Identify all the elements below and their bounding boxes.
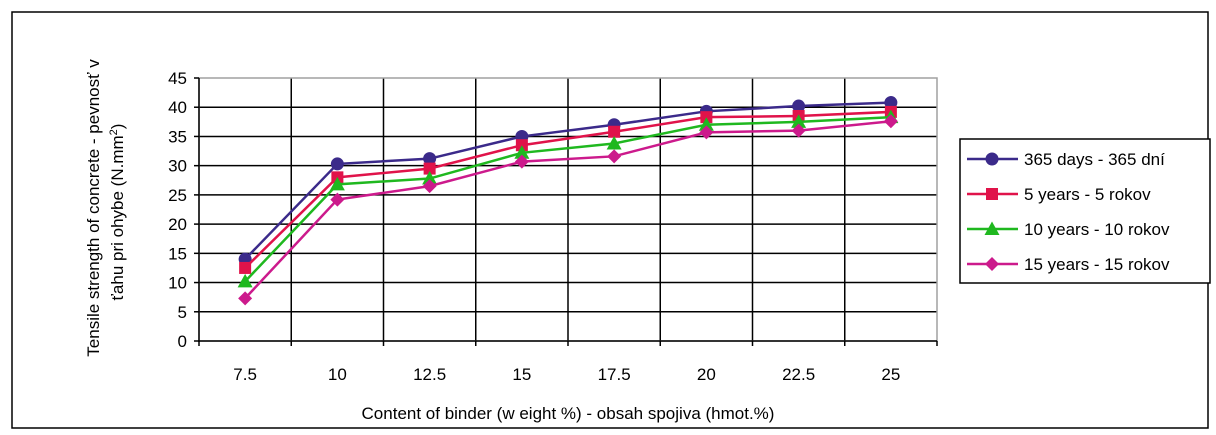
- legend-item: 365 days - 365 dní: [967, 150, 1165, 169]
- data-point: [514, 154, 529, 169]
- data-point: [791, 123, 806, 138]
- axes: 0 5 10 15 20 25 30 35 40 45 7.5 10 12.5 15 17.5 20 22.5 2…: [168, 69, 938, 384]
- legend-swatch-marker: [985, 257, 999, 271]
- x-tick-label: 12.5: [413, 365, 446, 384]
- y-axis-label-line-1: Tensile strength of concrete - pevnosť v: [84, 59, 103, 357]
- y-tick-label: 35: [168, 127, 187, 146]
- y-tick-label: 30: [168, 157, 187, 176]
- y-tick-label: 0: [178, 332, 187, 351]
- data-point: [514, 145, 530, 159]
- y-tick-label: 15: [168, 244, 187, 263]
- y-axis-label-main: ťahu pri ohybe (N.mm: [108, 135, 127, 300]
- x-tick-label: 25: [881, 365, 900, 384]
- y-tick-label: 20: [168, 215, 187, 234]
- x-axis-label: Content of binder (w eight %) - obsah sp…: [362, 404, 775, 423]
- y-axis-label-line-2: ťahu pri ohybe (N.mm2): [108, 124, 127, 301]
- data-point: [699, 125, 714, 140]
- series-2: [239, 105, 897, 274]
- data-point: [608, 125, 621, 138]
- legend-item: 10 years - 10 rokov: [967, 220, 1170, 239]
- series-lines: [237, 96, 899, 306]
- legend-label: 15 years - 15 rokov: [1024, 255, 1170, 274]
- data-point: [329, 176, 345, 191]
- data-point: [884, 96, 898, 110]
- series-4: [238, 114, 898, 306]
- data-point: [700, 111, 713, 124]
- legend-label: 5 years - 5 rokov: [1024, 185, 1151, 204]
- x-tick-label: 7.5: [233, 365, 257, 384]
- data-point: [791, 114, 807, 128]
- data-point: [698, 117, 714, 131]
- y-axis-label-superscript: 2: [108, 129, 120, 135]
- data-point: [515, 139, 528, 152]
- data-point: [607, 149, 622, 164]
- y-tick-label: 25: [168, 186, 187, 205]
- legend-label: 10 years - 10 rokov: [1024, 220, 1170, 239]
- legend-item: 15 years - 15 rokov: [967, 255, 1170, 274]
- y-tick-label: 5: [178, 303, 187, 322]
- data-point: [237, 273, 253, 288]
- series-line: [244, 101, 891, 261]
- y-axis-label-end: ): [108, 124, 127, 130]
- series-line: [244, 115, 891, 283]
- x-tick-label: 17.5: [598, 365, 631, 384]
- data-point: [423, 162, 436, 175]
- legend: 365 days - 365 dní 5 years - 5 rokov 10 ye…: [959, 138, 1211, 284]
- legend-swatch-marker: [984, 221, 1000, 235]
- x-tick-label: 10: [328, 365, 347, 384]
- legend-box: [959, 138, 1211, 284]
- series-line: [244, 110, 891, 269]
- data-point: [239, 261, 252, 274]
- data-point: [422, 171, 438, 185]
- x-tick-label: 22.5: [782, 365, 815, 384]
- legend-swatch-marker: [985, 152, 999, 166]
- legend-item: 5 years - 5 rokov: [967, 185, 1151, 204]
- data-point: [423, 152, 437, 166]
- x-tick-label: 15: [512, 365, 531, 384]
- data-point: [883, 114, 898, 129]
- x-tick-label: 20: [697, 365, 716, 384]
- grid-lines: [199, 78, 937, 341]
- data-point: [330, 157, 344, 171]
- y-tick-label: 10: [168, 274, 187, 293]
- data-point: [238, 291, 253, 306]
- data-point: [792, 99, 806, 113]
- data-point: [422, 179, 437, 194]
- legend-swatch-marker: [986, 188, 998, 200]
- data-point: [606, 135, 622, 150]
- y-tick-label: 45: [168, 69, 187, 88]
- y-tick-label: 40: [168, 98, 187, 117]
- data-point: [330, 192, 345, 207]
- series-line: [244, 120, 892, 300]
- legend-label: 365 days - 365 dní: [1024, 150, 1165, 169]
